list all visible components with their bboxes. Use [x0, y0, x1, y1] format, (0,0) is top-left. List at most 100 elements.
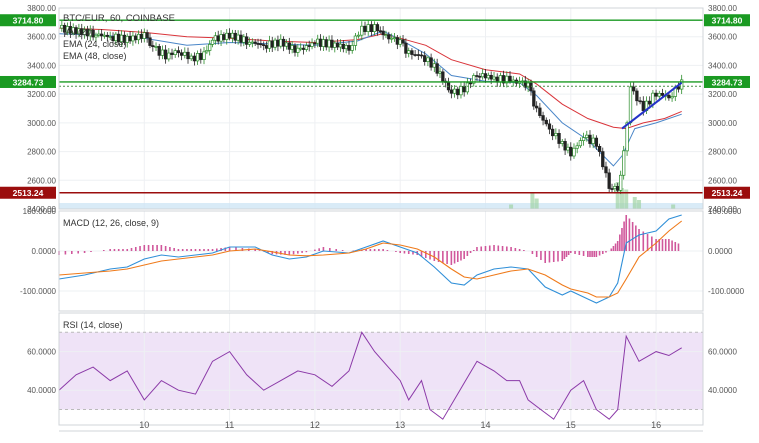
candle-body: [423, 56, 426, 62]
macd-histogram-bar: [318, 248, 320, 251]
macd-histogram-bar: [678, 244, 680, 252]
candle-body: [305, 46, 308, 50]
candle-body: [499, 75, 502, 82]
candle-body: [187, 52, 190, 59]
candle-body: [655, 93, 658, 96]
y-tick-label-left: 0.0000: [32, 247, 57, 256]
macd-histogram-bar: [182, 249, 184, 251]
candle-body: [481, 74, 484, 77]
macd-histogram-bar: [460, 251, 462, 261]
candle-body: [314, 43, 317, 44]
candle-body: [592, 138, 595, 143]
candle-body: [605, 167, 608, 173]
macd-histogram-bar: [553, 251, 555, 262]
macd-histogram-bar: [480, 247, 482, 252]
candle-body: [361, 26, 364, 35]
candle-body: [95, 35, 98, 37]
candle-body: [271, 41, 274, 47]
candle-body: [254, 42, 257, 43]
macd-histogram-bar: [532, 251, 534, 254]
candle-body: [325, 40, 328, 47]
y-tick-label-right: 60.0000: [708, 348, 737, 357]
candle-body: [542, 116, 545, 121]
macd-histogram-bar: [591, 251, 593, 257]
macd-histogram-bar: [216, 249, 218, 252]
candle-body: [351, 45, 354, 50]
candle-body: [399, 40, 402, 45]
macd-histogram-bar: [301, 251, 303, 253]
candle-body: [265, 45, 268, 48]
macd-histogram-bar: [199, 249, 201, 251]
candle-body: [479, 76, 482, 77]
candle-body: [530, 83, 533, 91]
candle-body: [539, 108, 542, 116]
x-tick-label: 14: [480, 420, 490, 430]
macd-histogram-bar: [178, 249, 180, 251]
candle-body: [285, 43, 288, 46]
macd-histogram-bar: [71, 251, 73, 254]
price-label-left: 3714.80: [13, 16, 44, 26]
candle-body: [564, 141, 567, 150]
macd-histogram-bar: [212, 249, 214, 251]
candle-body: [302, 48, 305, 49]
macd-histogram-bar: [293, 251, 295, 254]
macd-histogram-bar: [629, 219, 631, 252]
y-tick-label-left: 3800.00: [27, 4, 56, 13]
candle-body: [328, 40, 331, 47]
candle-body: [103, 35, 106, 36]
macd-histogram-bar: [314, 250, 316, 251]
y-tick-label-right: 3800.00: [708, 4, 737, 13]
candle-body: [155, 46, 158, 47]
y-tick-label-right: 3200.00: [708, 90, 737, 99]
candle-body: [658, 93, 661, 96]
candle-body: [648, 101, 651, 104]
macd-histogram-bar: [156, 245, 158, 251]
macd-histogram-bar: [297, 251, 299, 254]
candle-body: [466, 83, 469, 92]
candle-body: [589, 135, 592, 143]
candle-body: [268, 41, 271, 48]
macd-histogram-bar: [148, 245, 150, 251]
macd-histogram-bar: [434, 251, 436, 261]
candle-body: [405, 43, 408, 53]
price-label-right: 2513.24: [712, 188, 743, 198]
candle-body: [336, 43, 339, 47]
volume-bar: [637, 200, 641, 209]
y-tick-label-right: 100.0000: [708, 207, 742, 216]
macd-histogram-bar: [557, 251, 559, 262]
volume-bar: [535, 199, 539, 210]
macd-histogram-bar: [259, 250, 261, 251]
macd-histogram-bar: [165, 246, 167, 251]
candle-body: [548, 124, 551, 129]
candle-body: [333, 43, 336, 47]
candle-body: [257, 43, 260, 44]
candle-body: [639, 101, 642, 102]
candle-body: [411, 51, 414, 55]
candle-body: [308, 46, 311, 47]
candle-body: [140, 34, 143, 38]
y-tick-label-right: 2800.00: [708, 148, 737, 157]
candle-body: [535, 106, 538, 108]
macd-histogram-bar: [135, 247, 137, 251]
candle-body: [98, 34, 101, 35]
macd-histogram-bar: [323, 247, 325, 251]
macd-histogram-bar: [399, 251, 401, 253]
candle-body: [671, 96, 674, 97]
candle-body: [354, 36, 357, 45]
macd-histogram-bar: [186, 249, 188, 251]
candle-body: [417, 55, 420, 56]
y-tick-label-left: 2800.00: [27, 148, 56, 157]
candle-body: [484, 74, 487, 78]
candle-body: [240, 35, 243, 42]
candle-body: [331, 40, 334, 47]
candle-body: [453, 89, 456, 93]
macd-histogram-bar: [668, 239, 670, 251]
rsi-band: [59, 332, 703, 409]
candle-body: [206, 50, 209, 51]
macd-histogram-bar: [544, 251, 546, 263]
candle-body: [585, 135, 588, 137]
candle-body: [132, 36, 135, 41]
candle-body: [567, 147, 570, 150]
macd-histogram-bar: [515, 248, 517, 251]
